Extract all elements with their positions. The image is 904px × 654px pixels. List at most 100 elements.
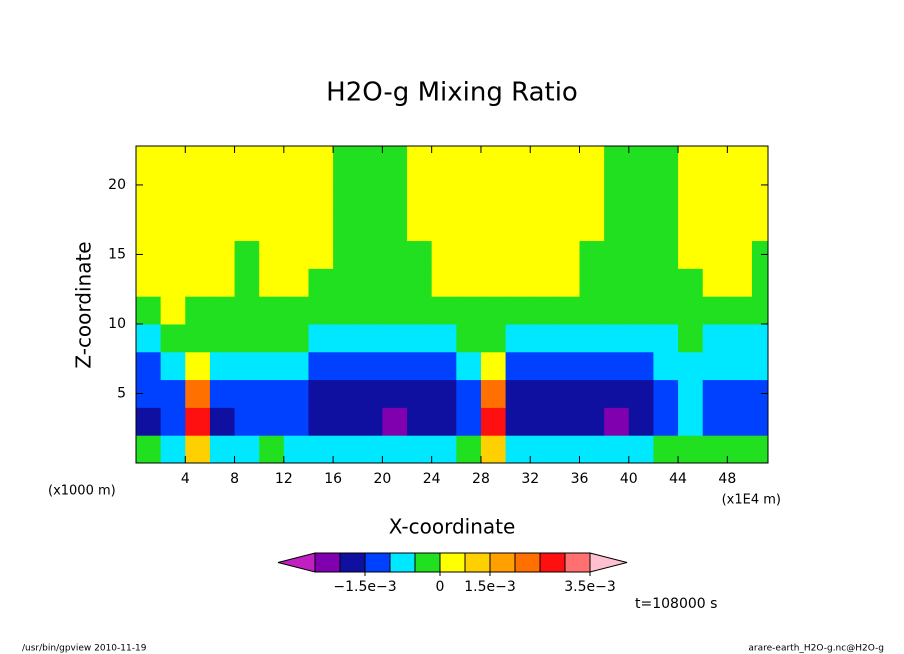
y-tick-label: 20 [108, 177, 126, 193]
field-cell [579, 323, 605, 353]
field-cell [209, 240, 236, 269]
field-cell [234, 240, 260, 269]
x-tick-label: 28 [472, 471, 490, 487]
x-tick-label: 40 [620, 471, 638, 487]
field-cell [480, 268, 507, 297]
field-cell [234, 146, 260, 158]
field-cell [727, 184, 753, 214]
field-cell [530, 296, 556, 325]
field-cell [357, 157, 383, 186]
x-units: (x1E4 m) [722, 493, 781, 508]
field-cell [209, 184, 236, 214]
field-cell [382, 407, 408, 436]
field-cell [702, 407, 728, 436]
field-cell [308, 379, 334, 408]
field-cell [530, 240, 556, 269]
field-cell [136, 268, 162, 297]
field-cell [209, 157, 236, 186]
x-axis-label: X-coordinate [389, 515, 516, 539]
field-cell [751, 240, 768, 269]
field-cell [456, 323, 482, 353]
field-cell [653, 351, 679, 381]
field-cell [160, 435, 186, 463]
field-cell [530, 268, 556, 297]
field-cell [727, 323, 753, 353]
field-cell [702, 435, 728, 463]
field-cell [407, 184, 433, 214]
field-cell [505, 351, 531, 381]
field-cell [727, 146, 753, 158]
field-cell [727, 351, 753, 381]
field-cell [160, 323, 186, 353]
field-cell [333, 351, 359, 381]
field-cell [456, 296, 482, 325]
field-cell [727, 157, 753, 186]
field-cell [234, 184, 260, 214]
field-cell [357, 351, 383, 381]
field-cell [554, 407, 581, 436]
x-tick-label: 8 [230, 471, 239, 487]
field-cell [530, 323, 556, 353]
field-cell [234, 407, 260, 436]
field-cell [431, 212, 457, 242]
field-cell [234, 157, 260, 186]
field-cell [480, 240, 507, 269]
field-cell [185, 351, 211, 381]
field-cell [480, 157, 507, 186]
field-cell [678, 379, 704, 408]
field-cell [727, 268, 753, 297]
field-cell [530, 212, 556, 242]
field-cell [160, 184, 186, 214]
field-cell [653, 407, 679, 436]
field-cell [431, 268, 457, 297]
field-cell [160, 157, 186, 186]
field-cell [333, 407, 359, 436]
field-cell [234, 296, 260, 325]
field-cell [505, 323, 531, 353]
field-cell [259, 240, 285, 269]
field-cell [209, 212, 236, 242]
field-cell [431, 240, 457, 269]
field-cell [456, 268, 482, 297]
field-cell [530, 407, 556, 436]
field-cell [431, 407, 457, 436]
field-cell [604, 157, 630, 186]
chart-title: H2O-g Mixing Ratio [326, 78, 578, 108]
field-cell [234, 435, 260, 463]
field-cell [333, 379, 359, 408]
field-cell [530, 379, 556, 408]
field-cell [628, 157, 654, 186]
field-cell [283, 157, 309, 186]
field-cell [628, 268, 654, 297]
field-cell [283, 240, 309, 269]
field-cell [283, 184, 309, 214]
field-cell [382, 296, 408, 325]
field-cell [456, 184, 482, 214]
field-cell [456, 351, 482, 381]
field-cell [308, 268, 334, 297]
x-tick-label: 24 [423, 471, 441, 487]
field-cell [209, 379, 236, 408]
field-cell [234, 268, 260, 297]
field-cell [702, 323, 728, 353]
field-cell [653, 240, 679, 269]
field-cell [604, 184, 630, 214]
field-cell [160, 407, 186, 436]
field-cell [554, 323, 581, 353]
field-cell [160, 240, 186, 269]
field-cell [382, 240, 408, 269]
field-cell [259, 296, 285, 325]
field-cell [185, 184, 211, 214]
field-cell [727, 379, 753, 408]
field-cell [185, 435, 211, 463]
field-cell [283, 268, 309, 297]
field-cell [751, 268, 768, 297]
field-cell [407, 146, 433, 158]
annotation: t=108000 s [635, 596, 717, 612]
field-cell [259, 323, 285, 353]
field-cell [579, 296, 605, 325]
field-cell [407, 435, 433, 463]
field-cell [480, 184, 507, 214]
field-cell [751, 435, 768, 463]
field-cell [751, 407, 768, 436]
